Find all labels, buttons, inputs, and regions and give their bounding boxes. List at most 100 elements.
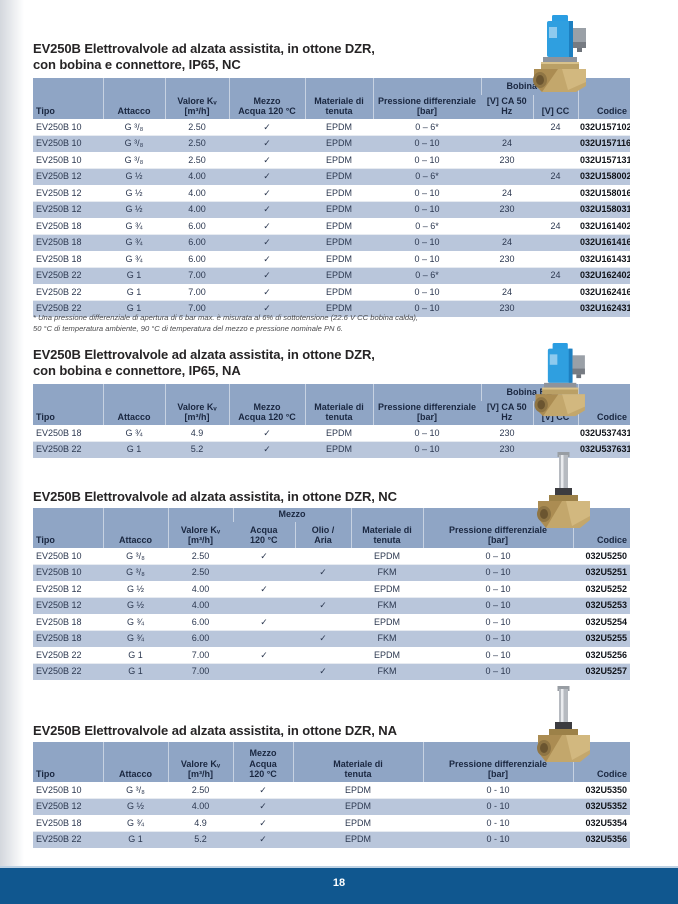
table-cell: G 1 — [126, 444, 142, 455]
table-row: EV250B 18 G ¾ 6.00 ✓ FKM 0 – 10 032U5255 — [33, 630, 630, 647]
table-row: EV250B 10 G ³/₈ 2.50 ✓ EPDM 0 – 10 032U5250 — [33, 548, 630, 565]
col-olio-aria: Olio / Aria — [294, 522, 351, 548]
table-cell: ✓ — [263, 286, 271, 297]
table-cell: EPDM — [325, 187, 352, 198]
table-cell: ✓ — [263, 154, 271, 165]
table-cell: 4.00 — [191, 600, 210, 610]
table-row: EV250B 12 G ½ 4.00 ✓ EPDM 0 – 10 24 032U158016 — [33, 185, 630, 202]
table-cell: 0 – 10 — [485, 583, 511, 594]
table-cell: G ³/₈ — [126, 550, 145, 561]
table-cell: ✓ — [263, 444, 271, 455]
table-cell: G ½ — [126, 600, 144, 610]
table-cell: 2.50 — [188, 154, 206, 165]
table-cell: EV250B 10 — [36, 121, 82, 132]
col-tipo: Tipo — [36, 769, 55, 780]
table-cell: EPDM — [325, 427, 352, 438]
col-valore-kv: Valore Kᵥ [m³/h] — [167, 742, 233, 782]
table-cell: 032U5256 — [585, 649, 627, 660]
table-cell: G 1 — [126, 286, 142, 297]
table-cell: 032U5356 — [585, 834, 627, 844]
table-row: EV250B 18 G ¾ 6.00 ✓ EPDM 0 – 6* 24 032U161402 — [33, 218, 630, 235]
table-cell: 2.50 — [191, 784, 210, 795]
table-cell: 0 – 10 — [414, 204, 440, 215]
table-cell: 6.00 — [188, 237, 206, 248]
table-cell: EPDM — [325, 253, 352, 264]
col-materiale: Materiale di tenuta — [304, 78, 373, 120]
table-cell: G ½ — [126, 801, 144, 811]
table-cell: 032U161402 — [580, 220, 630, 231]
table-cell: 4.00 — [188, 187, 206, 198]
table-cell: EPDM — [373, 616, 400, 627]
table-cell: 0 - 10 — [486, 784, 510, 795]
table-cell: 032U158016 — [580, 187, 630, 198]
left-edge-gradient — [0, 0, 24, 868]
table-cell — [295, 614, 351, 631]
table-row: EV250B 22 G 1 5.2 ✓ EPDM 0 - 10 032U5356 — [33, 831, 630, 848]
table-cell — [481, 218, 533, 235]
table-cell: G ¾ — [125, 253, 143, 264]
table-row: EV250B 12 G ½ 4.00 ✓ EPDM 0 – 6* 24 032U158002 — [33, 168, 630, 186]
table-cell: G ¾ — [125, 427, 143, 438]
table-cell: 230 — [499, 154, 515, 165]
table-cell: G ³/₈ — [124, 154, 144, 165]
table-cell: 032U157116 — [580, 138, 630, 149]
table-cell — [233, 565, 295, 582]
table-cell: 032U5257 — [585, 666, 627, 676]
table-row: EV250B 18 G ¾ 4.9 ✓ EPDM 0 - 10 032U5354 — [33, 815, 630, 832]
table-cell: 7.00 — [188, 270, 206, 281]
table-cell: G 1 — [128, 834, 143, 844]
table-cell: EPDM — [325, 204, 352, 215]
table-cell: ✓ — [263, 204, 271, 215]
table-cell — [533, 152, 578, 169]
table-cell: EV250B 18 — [36, 427, 82, 438]
col-group-mezzo: Mezzo — [232, 508, 351, 522]
table-cell — [481, 119, 533, 136]
col-acqua: Acqua 120 °C — [249, 524, 278, 546]
table-cell: 24 — [501, 138, 512, 149]
table-cell: 0 – 10 — [414, 427, 440, 438]
table-cell: EV250B 22 — [36, 286, 82, 297]
table-cell: ✓ — [263, 187, 271, 198]
table-cell: EV250B 18 — [36, 253, 82, 264]
table-cell: EV250B 22 — [36, 270, 82, 281]
col-attacco: Attacco — [102, 78, 165, 120]
col-attacco: Attacco — [102, 384, 165, 426]
table-cell: G 1 — [126, 303, 142, 314]
table-cell: G ¾ — [126, 616, 144, 627]
table-cell: 032U5350 — [585, 784, 627, 795]
table-cell: 2.50 — [191, 550, 210, 561]
table-cell: 032U537631 — [580, 444, 630, 455]
table-row: EV250B 22 G 1 7.00 ✓ EPDM 0 – 10 24 032U162416 — [33, 284, 630, 301]
table-cell: EV250B 10 — [36, 154, 82, 165]
table-cell: ✓ — [263, 237, 271, 248]
table-cell: EV250B 12 — [36, 583, 82, 594]
table-cell: 2.50 — [188, 121, 206, 132]
table-cell: EV250B 12 — [36, 187, 82, 198]
table-cell: 24 — [501, 187, 512, 198]
table-cell: ✓ — [263, 303, 271, 314]
table-cell: G ³/₈ — [126, 784, 145, 795]
table-cell: ✓ — [263, 270, 271, 281]
table-cell: ✓ — [260, 550, 268, 561]
table-cell: 24 — [501, 286, 512, 297]
table-cell: 230 — [499, 444, 515, 455]
table-cell: EV250B 22 — [36, 303, 82, 314]
table-cell — [233, 664, 295, 680]
table-cell: EV250B 12 — [36, 801, 82, 811]
table-row: EV250B 18 G ¾ 4.9 ✓ EPDM 0 – 10 230 032U537431 — [33, 425, 630, 442]
table-cell: EPDM — [373, 550, 400, 561]
col-mezzo: Mezzo Acqua 120 °C — [228, 78, 305, 120]
table-cell: 6.00 — [191, 616, 210, 627]
table-cell — [533, 251, 578, 268]
table-cell: 032U5251 — [585, 567, 627, 577]
table-cell — [533, 425, 578, 442]
table-cell: 4.00 — [191, 801, 210, 811]
table-cell: G 1 — [126, 270, 142, 281]
table-cell: 0 – 6* — [415, 220, 439, 231]
table-cell: 0 - 10 — [486, 817, 510, 828]
table-row: EV250B 22 G 1 7.00 ✓ EPDM 0 – 10 230 032U162431 — [33, 300, 630, 317]
spec-table-nc: Tipo Attacco Valore Kᵥ [m³/h] Mezzo Mate… — [33, 508, 630, 680]
table-cell: 2.50 — [191, 567, 210, 577]
section-title-na: EV250B Elettrovalvole ad alzata assistit… — [33, 723, 397, 738]
col-valore-kv: Valore Kᵥ [m³/h] — [167, 508, 233, 548]
